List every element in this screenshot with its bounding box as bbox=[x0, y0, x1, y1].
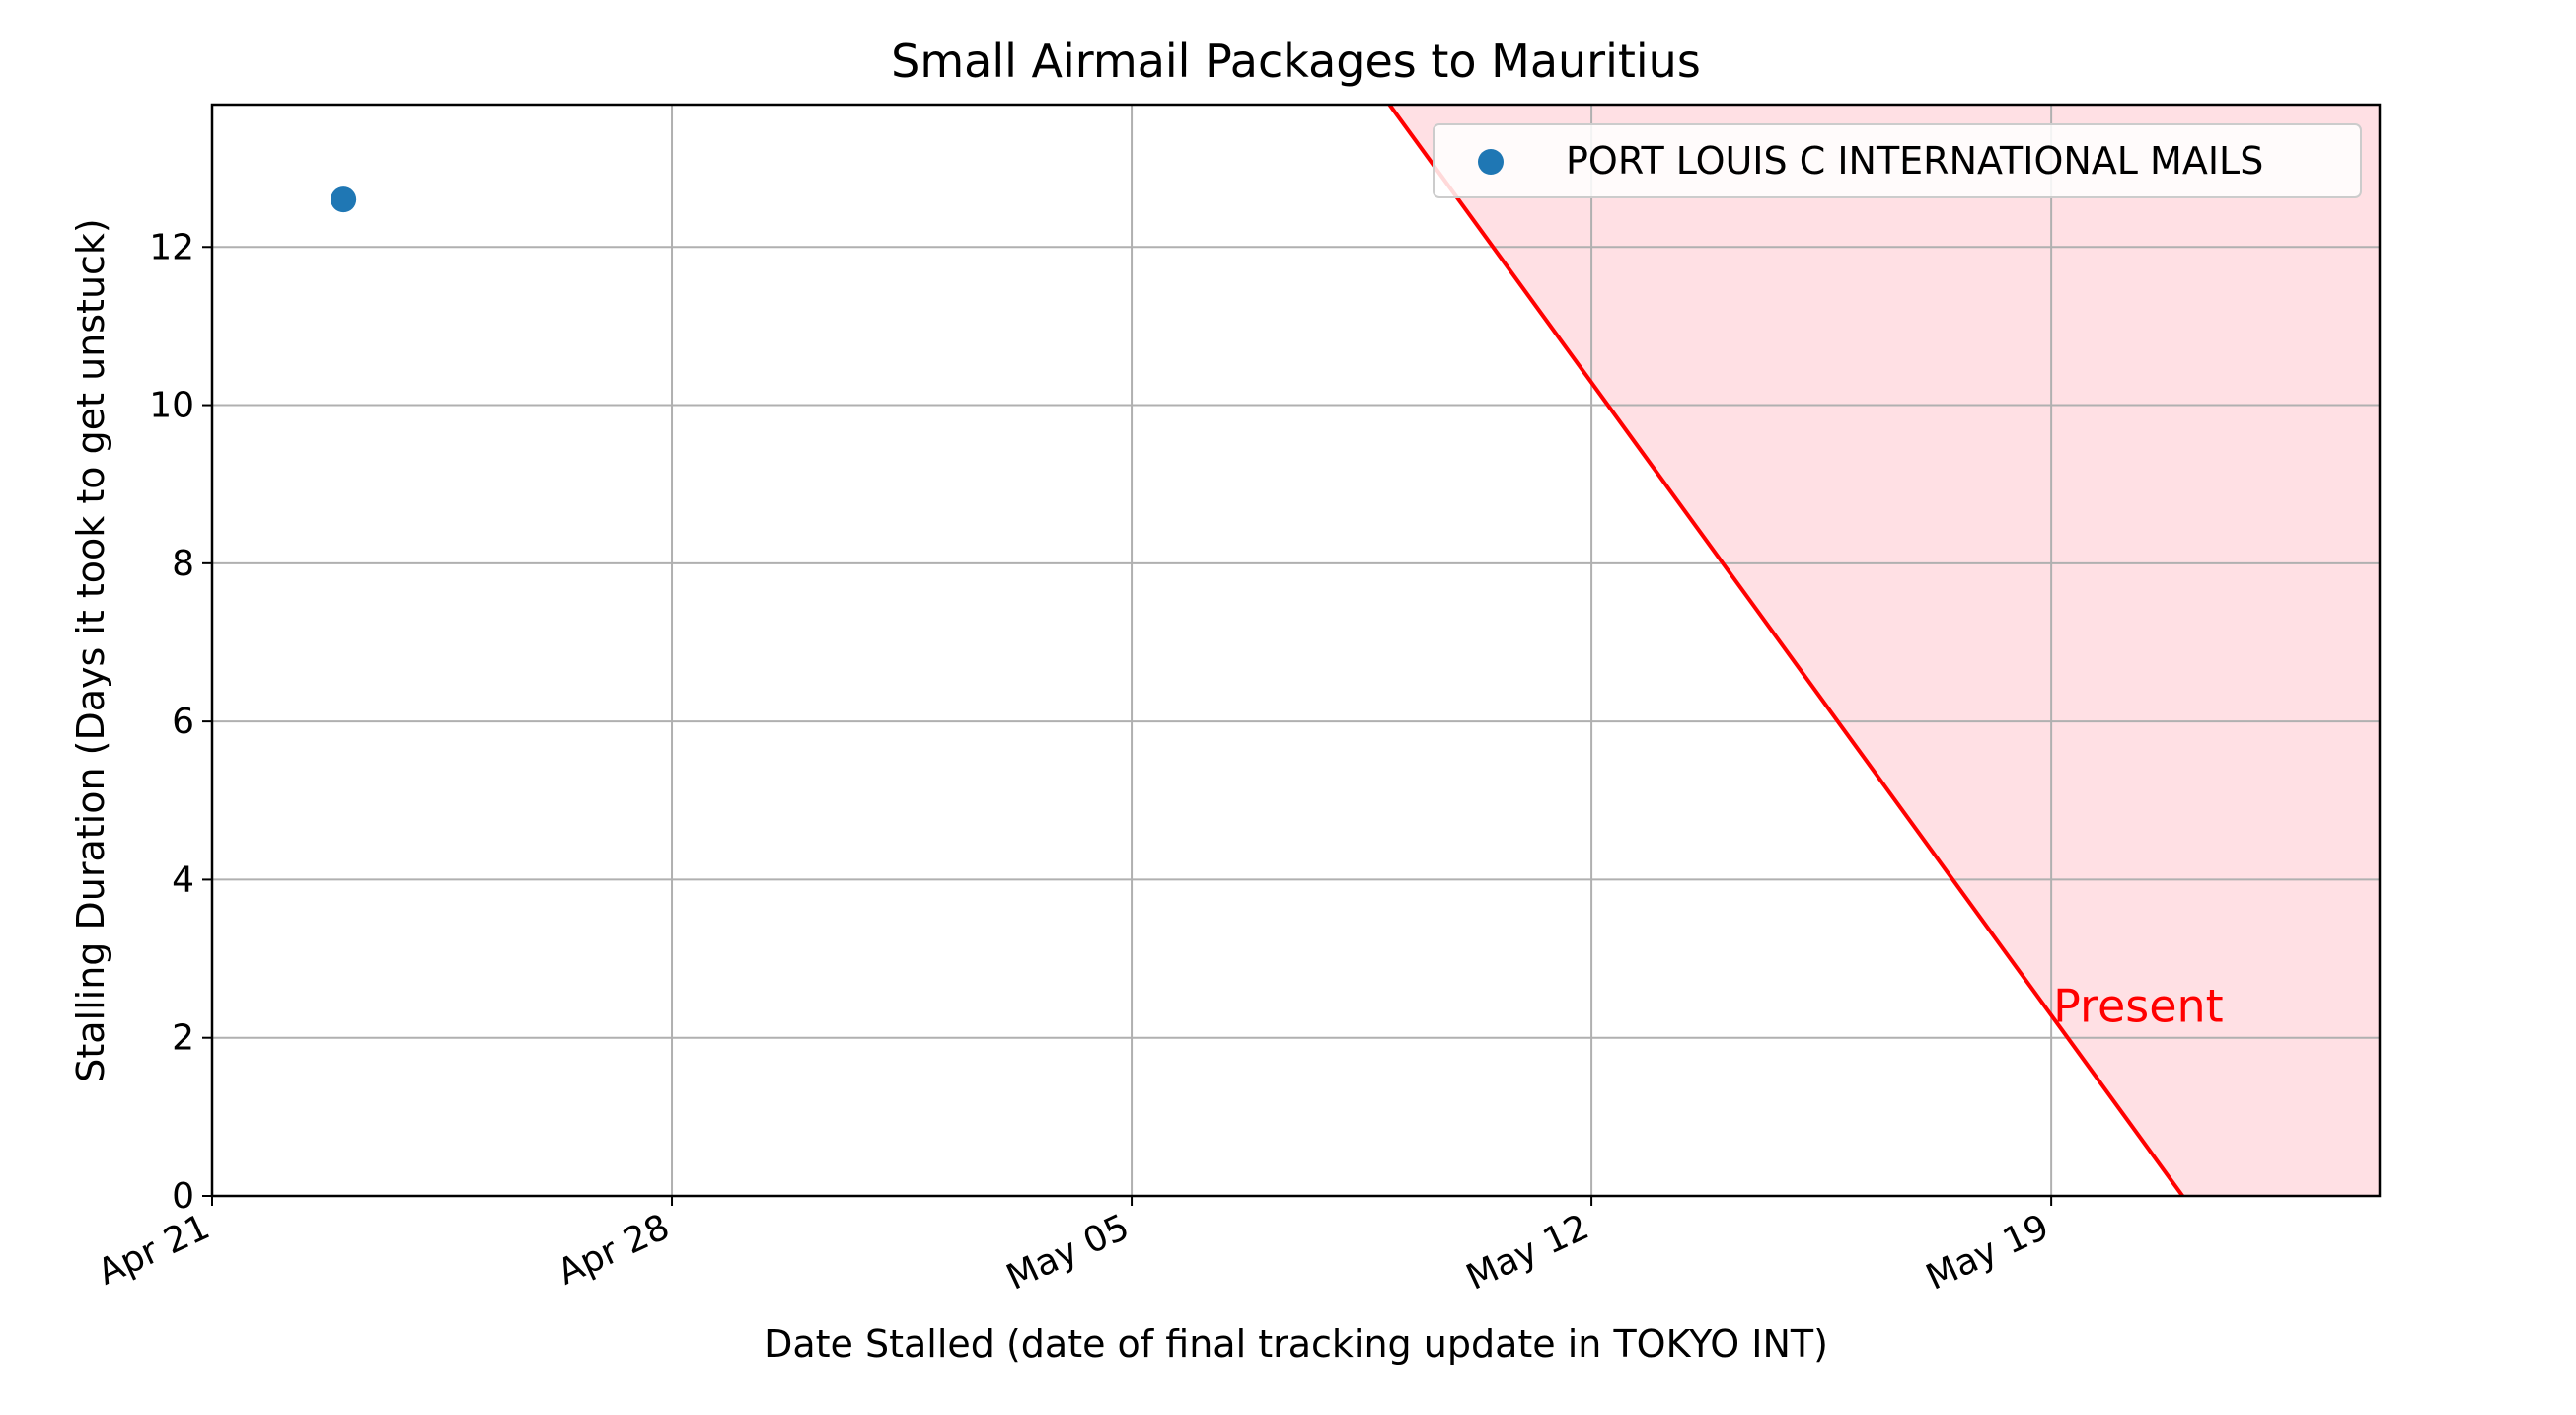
present-shaded-region bbox=[1389, 105, 2380, 1196]
y-tick-label: 0 bbox=[172, 1176, 194, 1217]
legend-box bbox=[1433, 123, 2362, 198]
y-tick-label: 10 bbox=[149, 386, 194, 426]
x-axis-label: Date Stalled (date of final tracking upd… bbox=[764, 1322, 1828, 1366]
present-line bbox=[1386, 105, 2184, 1196]
y-tick-label: 6 bbox=[172, 702, 194, 742]
y-axis-label: Stalling Duration (Days it took to get u… bbox=[69, 218, 112, 1082]
y-tick-label: 2 bbox=[172, 1018, 194, 1059]
y-tick-label: 8 bbox=[172, 544, 194, 584]
x-tick-label: Apr 28 bbox=[552, 1207, 676, 1294]
plot-frame bbox=[210, 103, 2382, 1198]
chart-title: Small Airmail Packages to Mauritius bbox=[891, 35, 1701, 88]
y-tick-label: 12 bbox=[149, 227, 194, 267]
present-label: Present bbox=[2053, 980, 2224, 1033]
legend-marker bbox=[1478, 149, 1504, 175]
legend-label: PORT LOUIS C INTERNATIONAL MAILS bbox=[1566, 139, 2263, 183]
y-tick-label: 4 bbox=[172, 859, 194, 900]
x-tick-label: May 05 bbox=[1000, 1207, 1136, 1299]
x-tick-label: Apr 21 bbox=[92, 1207, 216, 1294]
x-tick-label: May 12 bbox=[1460, 1207, 1595, 1299]
x-tick-label: May 19 bbox=[1920, 1207, 2055, 1299]
scatter-point[interactable] bbox=[331, 186, 357, 213]
